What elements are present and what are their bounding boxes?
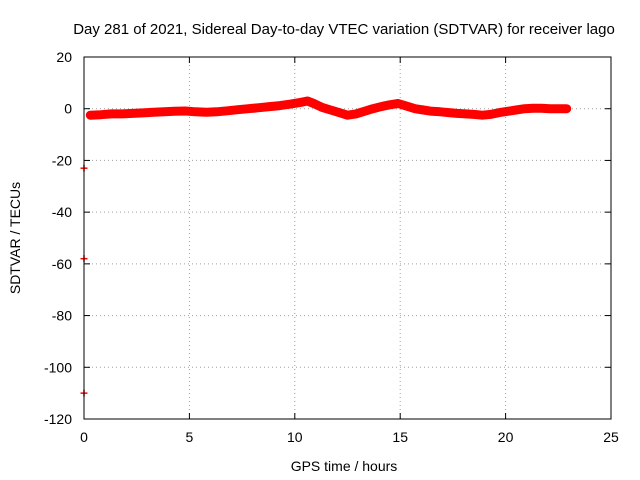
data-point xyxy=(118,110,126,118)
data-point xyxy=(360,107,368,115)
data-point xyxy=(529,104,537,112)
data-point xyxy=(276,102,284,110)
data-point xyxy=(470,110,478,118)
y-tick-label: -60 xyxy=(52,256,72,272)
data-point xyxy=(537,104,545,112)
data-point xyxy=(97,111,105,119)
y-tick-label: -80 xyxy=(52,308,72,324)
data-point xyxy=(327,106,335,114)
y-axis-label: SDTVAR / TECUs xyxy=(7,182,23,294)
data-point xyxy=(445,109,453,117)
data-point xyxy=(411,105,419,113)
data-point xyxy=(86,111,94,119)
data-point xyxy=(223,107,231,115)
y-tick-label: 0 xyxy=(64,101,72,117)
x-tick-label: 20 xyxy=(498,429,514,445)
x-tick-label: 25 xyxy=(603,429,619,445)
data-point xyxy=(107,110,115,118)
data-point xyxy=(377,103,385,111)
data-point xyxy=(139,109,147,117)
data-point xyxy=(495,109,503,117)
data-point xyxy=(318,103,326,111)
series-band xyxy=(85,96,572,120)
data-point xyxy=(462,110,470,118)
data-point xyxy=(352,110,360,118)
data-point xyxy=(266,103,274,111)
data-point xyxy=(150,108,158,116)
data-point xyxy=(181,107,189,115)
data-point xyxy=(335,109,343,117)
x-tick-label: 15 xyxy=(392,429,408,445)
data-point xyxy=(521,105,529,113)
grid xyxy=(84,57,611,419)
data-point xyxy=(303,97,311,105)
data-point xyxy=(554,105,562,113)
x-tick-label: 10 xyxy=(287,429,303,445)
plot-frame xyxy=(83,56,612,420)
y-tick-label: -120 xyxy=(44,411,72,427)
y-tick-label: -20 xyxy=(52,152,72,168)
data-point xyxy=(297,98,305,106)
data-point xyxy=(563,105,571,113)
y-tick-label: 20 xyxy=(56,49,72,65)
data-point xyxy=(344,111,351,119)
data-point xyxy=(192,108,200,116)
data-point xyxy=(394,100,402,108)
data-point xyxy=(310,100,318,108)
data-point xyxy=(287,100,295,108)
data-point xyxy=(128,109,136,117)
data-point xyxy=(546,105,554,113)
data-point xyxy=(213,108,221,116)
data-points xyxy=(80,96,572,397)
data-point xyxy=(202,108,210,116)
chart-title: Day 281 of 2021, Sidereal Day-to-day VTE… xyxy=(73,21,615,38)
data-point xyxy=(504,107,512,115)
data-point xyxy=(478,111,486,119)
data-point xyxy=(436,108,444,116)
data-point xyxy=(234,106,242,114)
data-point xyxy=(255,104,263,112)
data-point xyxy=(512,106,520,114)
y-tick-label: -100 xyxy=(44,359,72,375)
x-tick-label: 0 xyxy=(80,429,88,445)
data-point xyxy=(419,106,427,114)
data-point xyxy=(244,105,252,113)
x-tick-label: 5 xyxy=(186,429,194,445)
data-point xyxy=(160,108,168,116)
data-point xyxy=(487,110,495,118)
data-point xyxy=(453,109,461,117)
data-point xyxy=(403,102,411,110)
x-axis-label: GPS time / hours xyxy=(291,458,398,474)
data-point xyxy=(171,107,179,115)
data-point xyxy=(369,105,377,113)
data-point xyxy=(386,101,394,109)
data-point xyxy=(428,107,436,115)
y-tick-label: -40 xyxy=(52,204,72,220)
